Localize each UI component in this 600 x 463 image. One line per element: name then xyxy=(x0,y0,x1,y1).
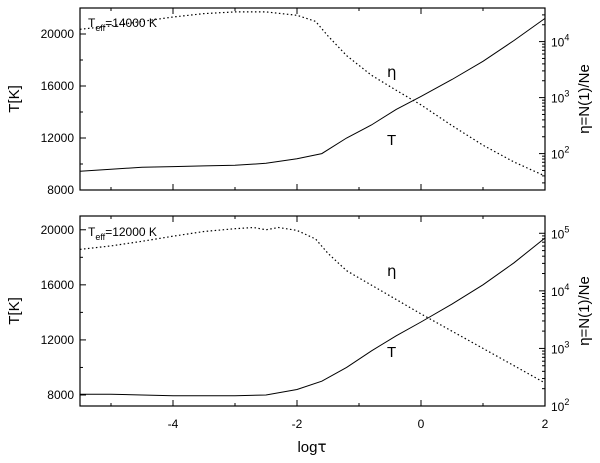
y-tick-label: 20000 xyxy=(41,223,75,237)
y2-tick-label: 105 xyxy=(551,224,569,241)
y-tick-label: 16000 xyxy=(41,278,75,292)
panel-teff-12000: -4 -2 0 2 8000 12000 16000 20000 102 103 104 105 Te… xyxy=(6,215,593,456)
tick-labels-top: 8000 12000 16000 20000 102 103 104 xyxy=(41,27,570,197)
t-curve-label-top: T xyxy=(387,132,396,149)
temperature-curve-bottom xyxy=(80,237,546,397)
x-axis-label: logτ xyxy=(297,438,326,456)
y2-tick-label: 104 xyxy=(551,33,569,50)
temperature-curve-top xyxy=(79,17,546,172)
y-axis-label-top: T[K] xyxy=(6,85,23,113)
t-curve-label-bottom: T xyxy=(387,344,396,361)
eta-curve-label-top: η xyxy=(387,63,397,81)
y2-tick-label: 103 xyxy=(551,89,569,106)
eta-curve-top xyxy=(79,11,546,177)
y-tick-label: 8000 xyxy=(47,388,74,402)
y2-tick-label: 102 xyxy=(551,145,569,162)
eta-curve-bottom xyxy=(79,226,546,384)
y2-axis-label-bottom: η=N(1)/Ne xyxy=(576,276,593,346)
annotation-teff-12000: Teff=12000 K xyxy=(88,225,157,242)
plot-frame-top xyxy=(79,7,546,191)
ticks-top xyxy=(80,7,546,191)
y-tick-label: 12000 xyxy=(41,131,75,145)
y-axis-label-bottom: T[K] xyxy=(6,297,23,325)
y2-tick-label: 102 xyxy=(551,397,569,414)
x-tick-label: 2 xyxy=(542,417,549,431)
x-tick-label: -4 xyxy=(168,417,179,431)
x-tick-label: -2 xyxy=(292,417,303,431)
y-tick-label: 8000 xyxy=(47,183,74,197)
ticks-bottom xyxy=(80,216,546,407)
tick-labels-bottom: -4 -2 0 2 8000 12000 16000 20000 102 103 104 105 xyxy=(41,223,570,431)
panel-teff-14000: 8000 12000 16000 20000 102 103 104 Teff=14000 … xyxy=(6,7,593,197)
y-tick-label: 20000 xyxy=(41,27,75,41)
annotation-teff-14000: Teff=14000 K xyxy=(88,16,157,33)
plot-frame-bottom xyxy=(79,215,546,407)
y-tick-label: 12000 xyxy=(41,333,75,347)
y-tick-label: 16000 xyxy=(41,79,75,93)
x-tick-label: 0 xyxy=(418,417,425,431)
y2-tick-label: 103 xyxy=(551,339,569,356)
y2-tick-label: 104 xyxy=(551,282,569,299)
eta-curve-label-bottom: η xyxy=(387,262,397,280)
y2-axis-label-top: η=N(1)/Ne xyxy=(576,64,593,134)
